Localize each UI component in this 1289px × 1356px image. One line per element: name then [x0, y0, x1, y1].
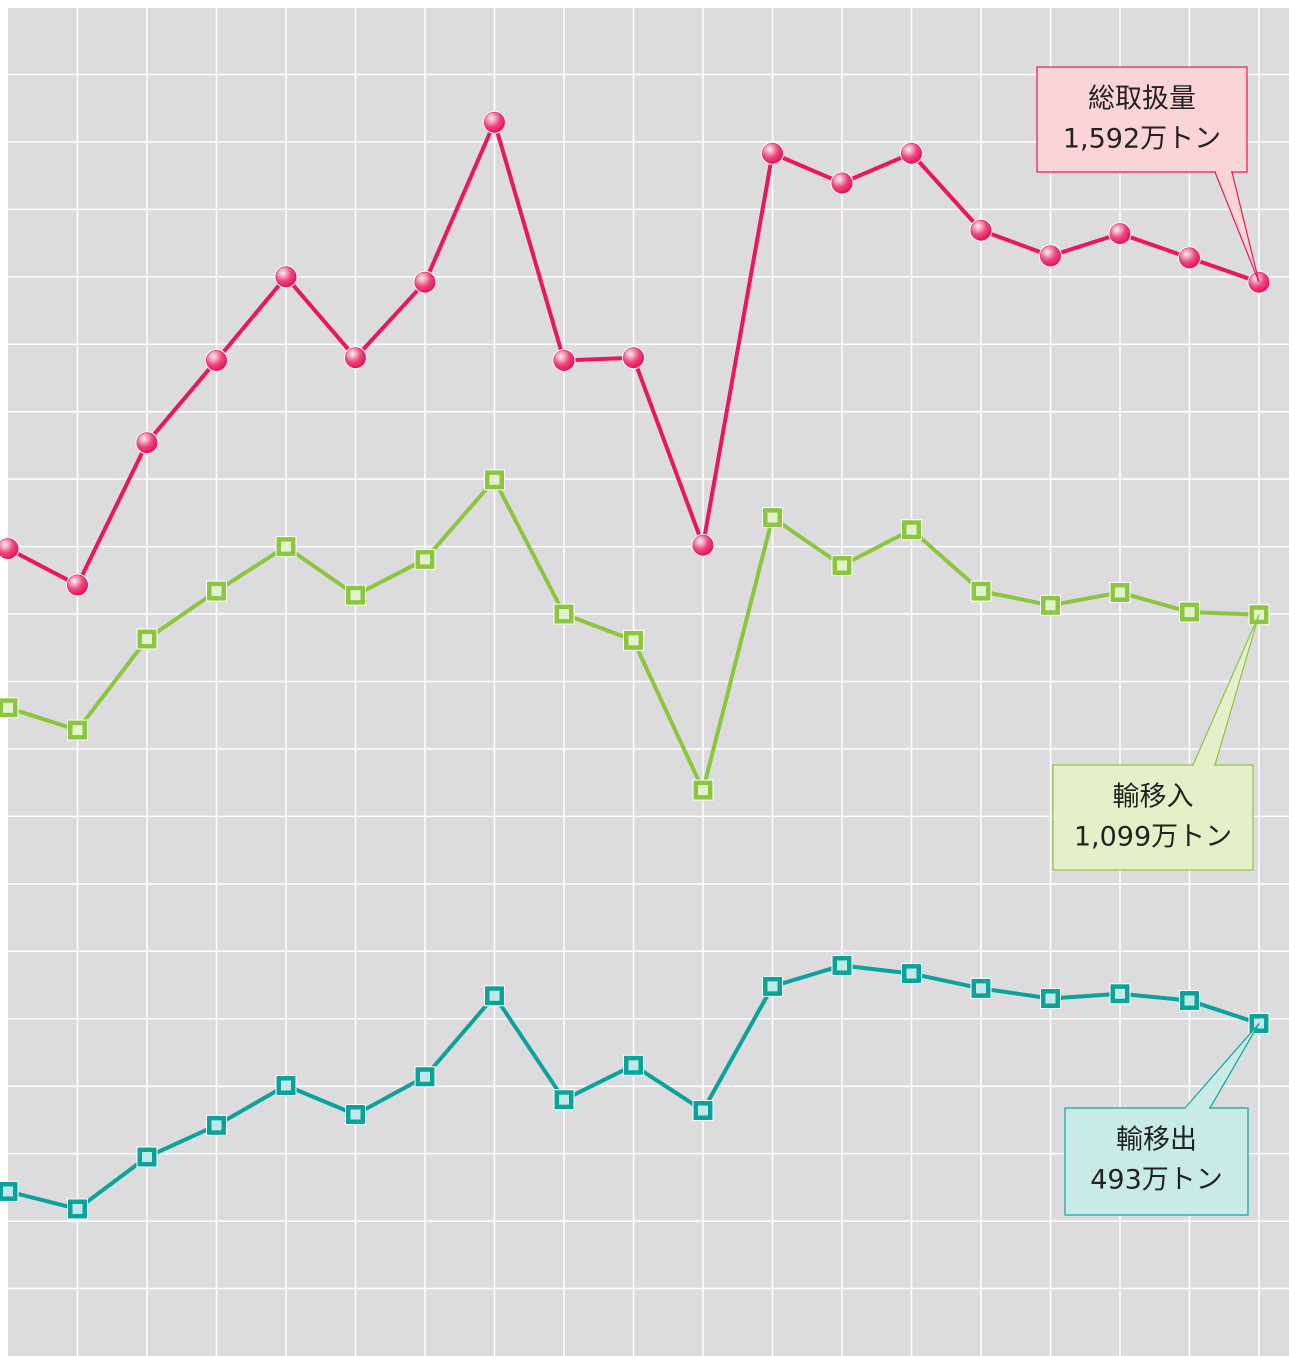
data-label: 1,592万トン	[1063, 124, 1221, 155]
point-shine	[142, 1152, 152, 1163]
point-shine	[1184, 607, 1195, 618]
point-shine	[206, 350, 227, 371]
point-shine	[767, 512, 778, 523]
point-shine	[559, 609, 569, 620]
point-shine	[67, 575, 88, 596]
point-shine	[1115, 988, 1125, 999]
point-shine	[281, 1080, 291, 1091]
point-shine	[415, 272, 435, 293]
point-shine	[906, 968, 917, 979]
point-shine	[489, 474, 500, 485]
point-shine	[837, 560, 847, 571]
point-shine	[976, 586, 986, 597]
point-shine	[211, 1120, 222, 1131]
point-shine	[976, 983, 986, 994]
point-shine	[1040, 245, 1061, 266]
data-label: 1,099万トン	[1074, 822, 1232, 853]
point-shine	[3, 1186, 13, 1197]
point-shine	[489, 990, 500, 1001]
point-shine	[345, 347, 366, 368]
legend-label: 総取扱量	[1088, 84, 1196, 115]
point-shine	[72, 1203, 83, 1214]
point-shine	[1115, 587, 1125, 598]
point-shine	[628, 1060, 639, 1071]
point-shine	[1045, 993, 1056, 1004]
point-shine	[971, 220, 991, 241]
point-shine	[559, 1094, 569, 1105]
point-shine	[3, 702, 13, 713]
data-label: 493万トン	[1090, 1165, 1223, 1196]
point-shine	[276, 266, 296, 287]
point-shine	[137, 432, 157, 453]
point-shine	[901, 143, 922, 164]
point-shine	[1184, 995, 1195, 1006]
point-shine	[693, 535, 713, 556]
point-shine	[420, 554, 430, 565]
callout-box	[1036, 66, 1248, 173]
point-shine	[623, 347, 644, 368]
point-shine	[72, 725, 83, 736]
callout-box	[1064, 1107, 1249, 1216]
point-shine	[1045, 600, 1056, 611]
legend-label: 輸移出	[1116, 1125, 1197, 1156]
point-shine	[0, 538, 18, 559]
point-shine	[350, 1109, 361, 1120]
point-shine	[767, 981, 778, 992]
point-shine	[698, 1105, 708, 1116]
point-shine	[554, 350, 574, 371]
point-shine	[281, 541, 291, 552]
point-shine	[698, 785, 708, 796]
point-shine	[1110, 223, 1130, 244]
point-shine	[837, 960, 847, 971]
point-shine	[142, 634, 152, 645]
point-shine	[906, 524, 917, 535]
point-shine	[350, 590, 361, 601]
point-shine	[762, 143, 783, 164]
point-shine	[628, 635, 639, 646]
point-shine	[420, 1071, 430, 1082]
point-shine	[1179, 247, 1200, 268]
legend-label: 輸移入	[1113, 782, 1194, 813]
point-shine	[211, 586, 222, 597]
callout-box	[1052, 764, 1254, 871]
point-shine	[484, 112, 505, 133]
point-shine	[832, 173, 852, 194]
